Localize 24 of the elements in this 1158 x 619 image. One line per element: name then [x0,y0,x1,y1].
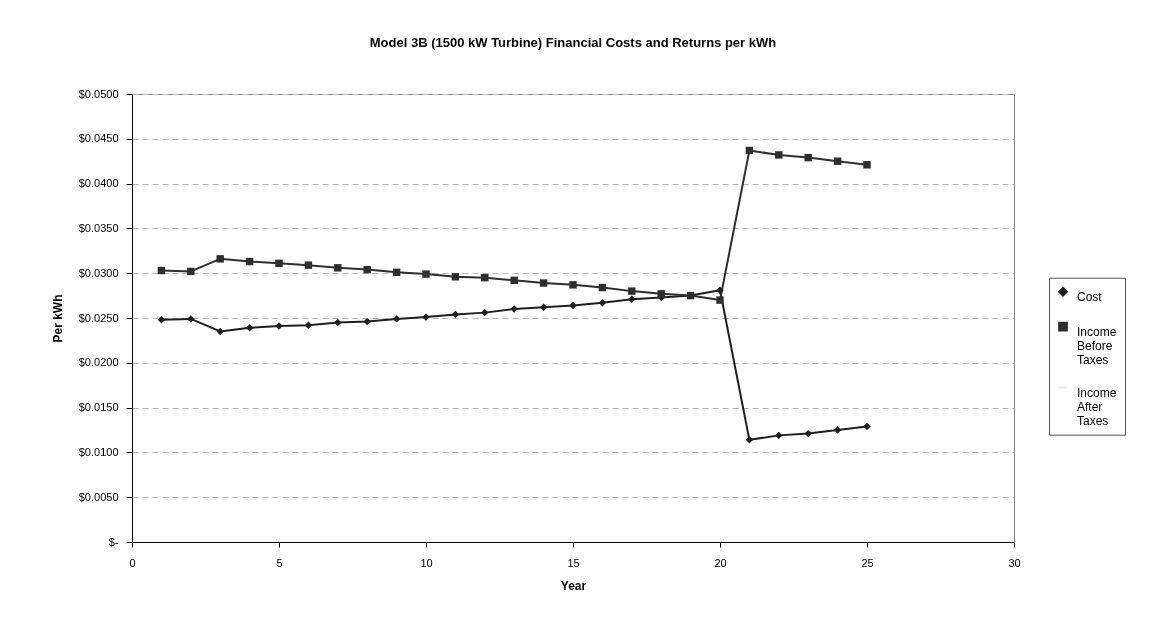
x-tick-label: 10 [420,556,433,569]
y-tick-label: $0.0050 [78,490,119,503]
x-axis-title: Year [560,578,587,593]
legend-label: Income After Taxes [1077,385,1117,428]
y-tick-label: $0.0100 [78,445,119,458]
x-tick-label: 5 [276,556,283,569]
legend-label: Cost [1077,289,1103,304]
legend-label: Income Before Taxes [1077,324,1117,367]
x-tick-label: 30 [1008,556,1021,569]
y-tick-label: $- [108,535,119,548]
y-tick-label: $0.0350 [78,221,119,234]
x-tick-label: 15 [567,556,580,569]
y-axis-title: Per kWh [50,294,65,343]
y-tick-label: $0.0400 [78,177,119,190]
y-tick-label: $0.0250 [78,311,119,324]
y-tick-label: $0.0150 [78,401,119,414]
y-tick-label: $0.0200 [78,356,119,369]
y-tick-label: $0.0450 [78,132,119,145]
x-tick-label: 20 [714,556,727,569]
y-tick-label: $0.0500 [78,87,119,100]
chart-title: Model 3B (1500 kW Turbine) Financial Costs and Returns per kWh [369,35,777,50]
x-tick-label: 25 [861,556,874,569]
y-tick-label: $0.0300 [78,266,119,279]
x-tick-label: 0 [129,556,136,569]
